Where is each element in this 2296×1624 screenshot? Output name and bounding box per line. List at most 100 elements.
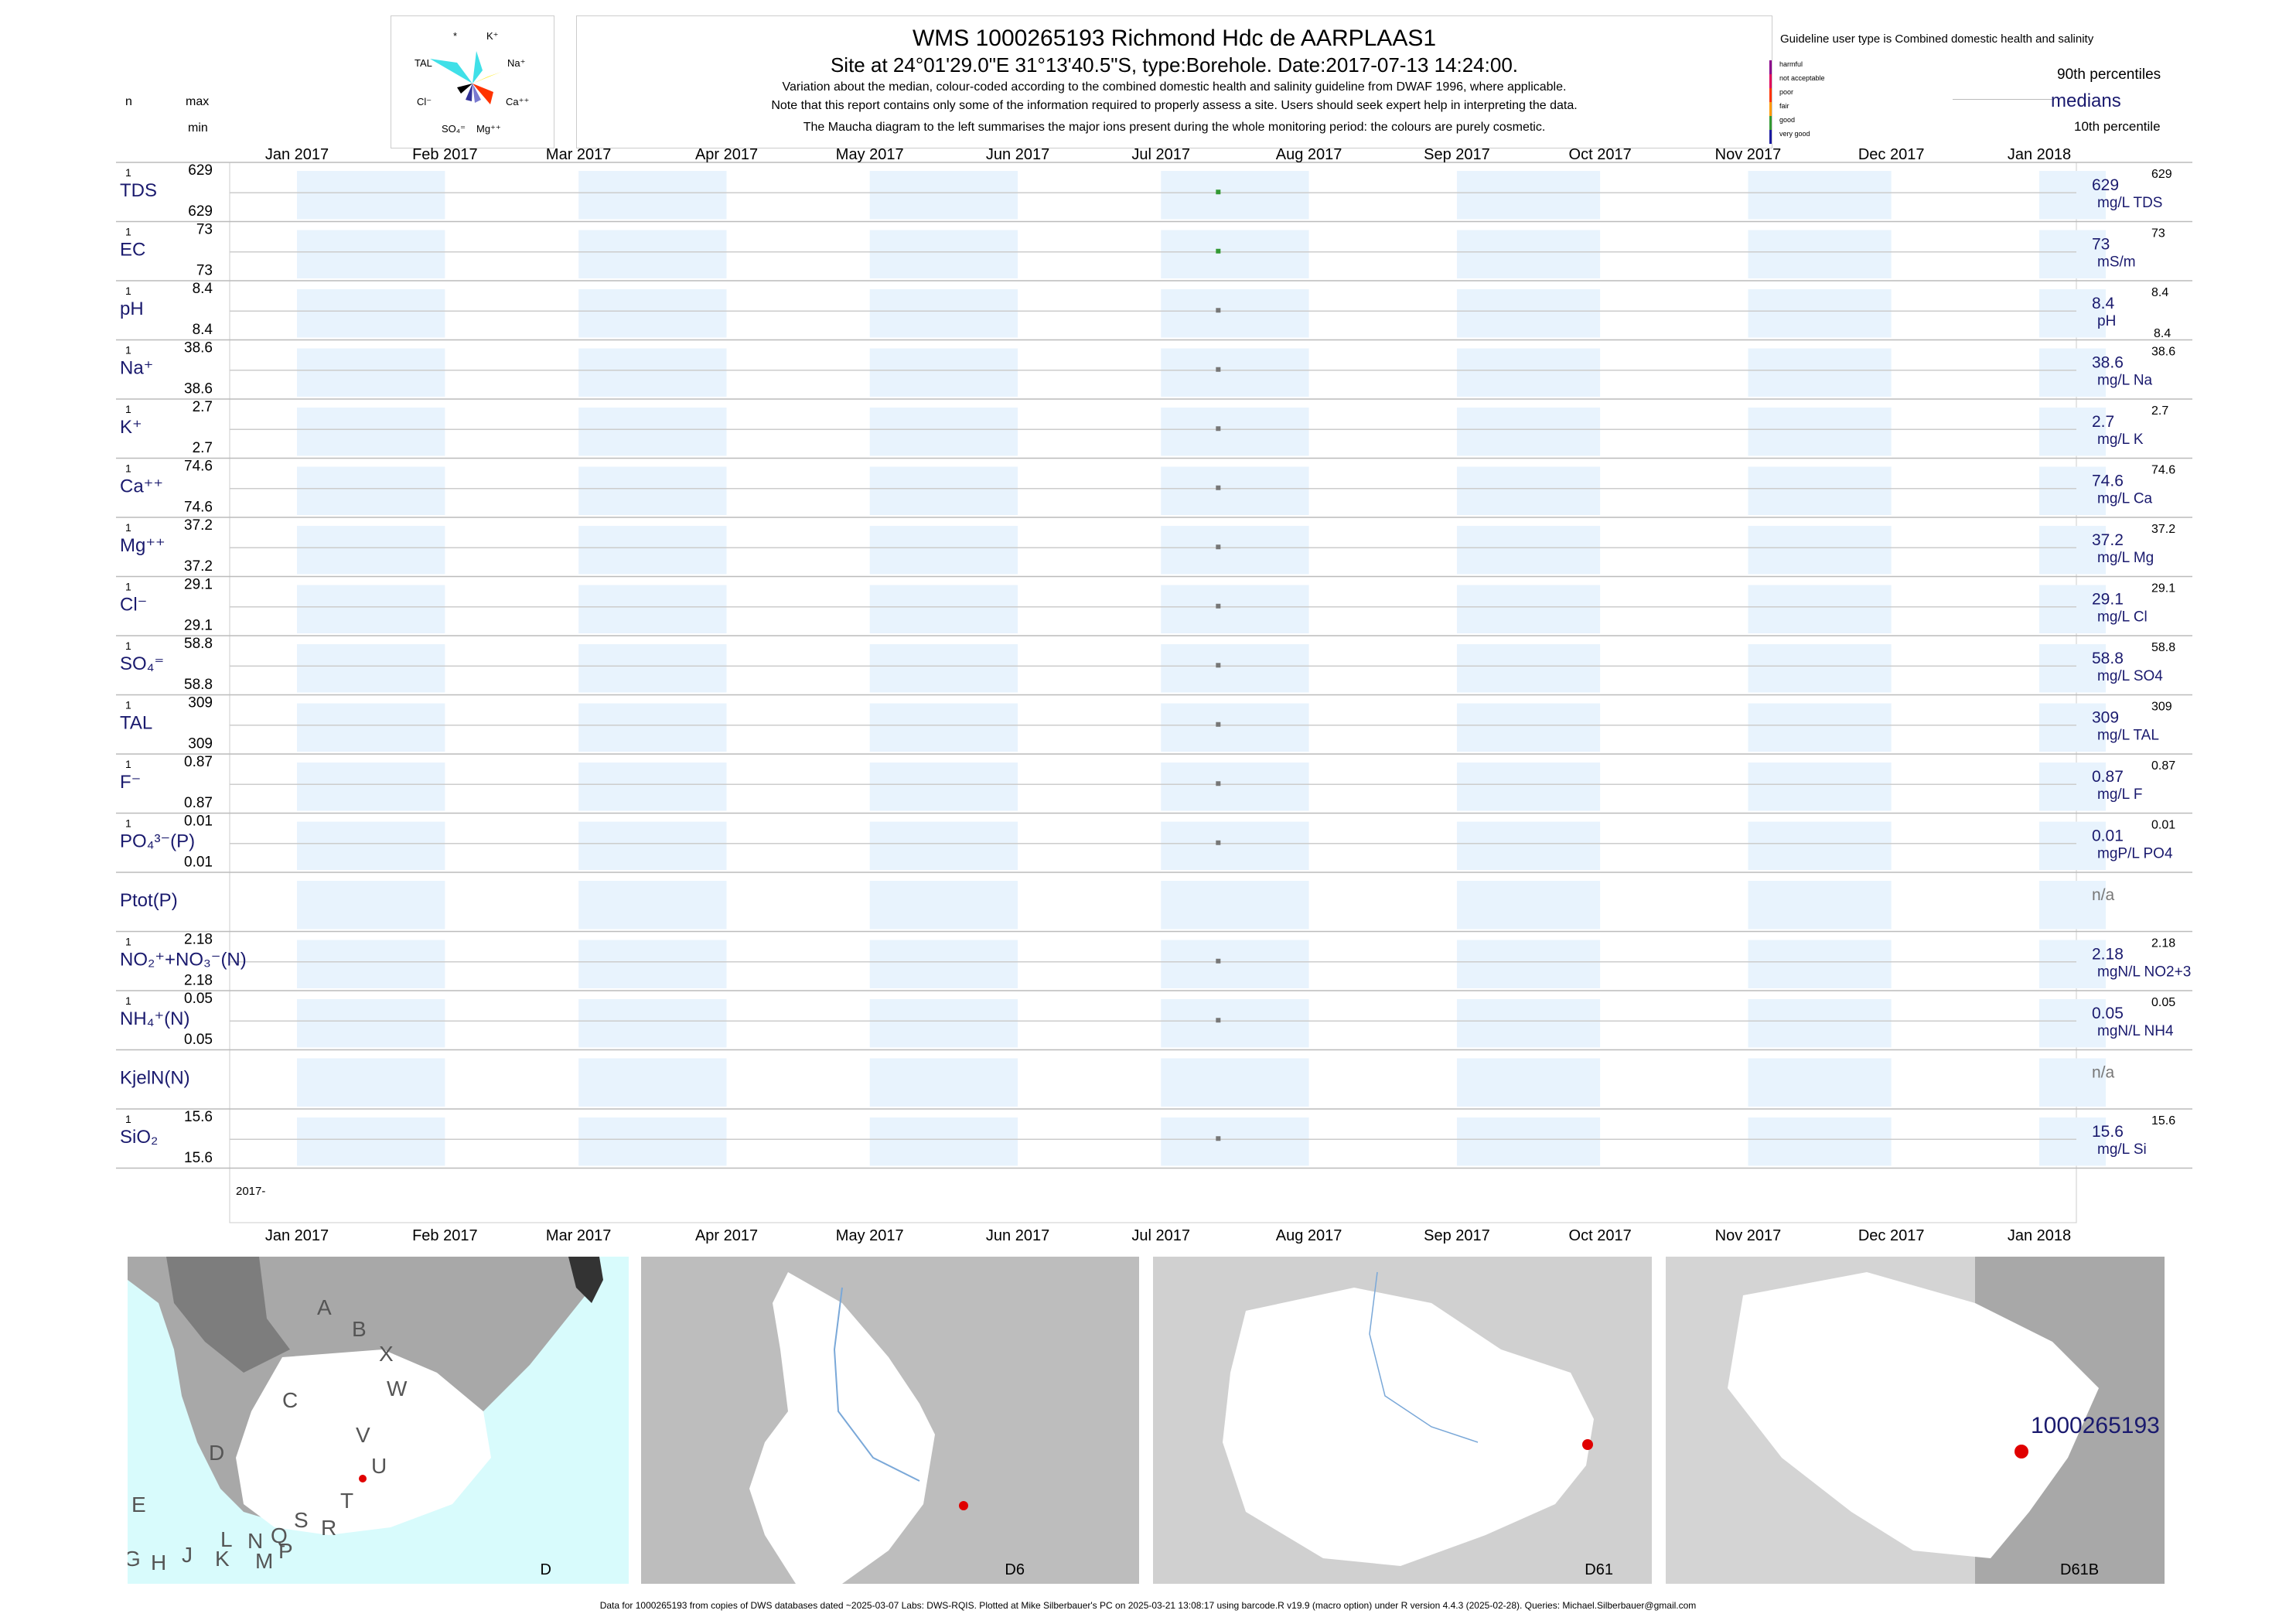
month-band	[1161, 763, 1309, 811]
row-min: 309	[188, 736, 213, 752]
x-tick-label-top: Aug 2017	[1276, 146, 1342, 163]
row-name: Mg⁺⁺	[120, 535, 165, 556]
sample-point	[1216, 840, 1221, 845]
month-band	[1748, 408, 1892, 456]
row-p90: 8.4	[2151, 286, 2168, 299]
page-title: WMS 1000265193 Richmond Hdc de AARPLAAS1	[912, 26, 1437, 51]
month-band	[1456, 585, 1601, 633]
x-tick-label-top: Oct 2017	[1569, 146, 1632, 163]
row-p90: 38.6	[2151, 346, 2175, 359]
row-name: Na⁺	[120, 358, 153, 379]
legend-swatch	[1769, 88, 1772, 102]
row-name: pH	[120, 299, 144, 319]
x-tick-label-top: Sep 2017	[1424, 146, 1490, 163]
row-max: 2.7	[193, 399, 213, 415]
row-unit: mgN/L NH4	[2097, 1023, 2174, 1039]
catchment-letter: R	[321, 1516, 337, 1540]
row-max: 38.6	[184, 340, 213, 357]
month-band	[578, 940, 727, 988]
month-band	[2039, 466, 2106, 515]
month-band	[1456, 703, 1601, 752]
row-median: 58.8	[2092, 650, 2124, 667]
row-unit: mg/L Cl	[2097, 609, 2148, 626]
sample-point	[1216, 544, 1221, 550]
median-line	[1953, 99, 2053, 100]
row-name: NO₂⁺+NO₃⁻(N)	[120, 950, 247, 971]
x-tick-label-top: Jul 2017	[1131, 146, 1190, 163]
month-band	[1161, 289, 1309, 338]
row-max: 2.18	[184, 932, 213, 948]
month-band	[297, 1058, 445, 1107]
x-tick-label-bottom: Mar 2017	[546, 1227, 612, 1244]
note-line-3: The Maucha diagram to the left summarise…	[803, 121, 1546, 134]
row-unit: mg/L TAL	[2097, 728, 2159, 744]
x-tick-label-top: Nov 2017	[1715, 146, 1782, 163]
month-band	[1456, 526, 1601, 575]
month-band	[1748, 644, 1892, 693]
max-header: max	[186, 95, 210, 108]
row-p90: 2.18	[2151, 937, 2175, 950]
month-band	[578, 1117, 727, 1166]
month-band	[2039, 999, 2106, 1048]
row-median: 0.87	[2092, 768, 2124, 786]
month-band	[578, 289, 727, 338]
map-d-svg	[128, 1257, 603, 1535]
month-band	[1456, 644, 1601, 693]
month-band	[1456, 466, 1601, 515]
catchment-letter: T	[340, 1489, 354, 1513]
month-band	[1161, 940, 1309, 988]
catchment-letter: P	[278, 1539, 293, 1563]
month-band	[869, 585, 1018, 633]
sample-point	[1216, 722, 1221, 727]
map-d6-svg	[749, 1272, 968, 1584]
month-band	[2039, 821, 2106, 870]
row-max: 629	[188, 162, 213, 179]
map-d61b: 1000265193 D61B	[1666, 1257, 2165, 1584]
month-band	[869, 230, 1018, 278]
month-band	[1161, 703, 1309, 752]
row-n: 1	[125, 936, 131, 948]
row-max: 15.6	[184, 1109, 213, 1125]
legend-class-label: fair	[1779, 102, 1789, 110]
legend-swatch	[1769, 130, 1772, 144]
row-n: 1	[125, 521, 131, 534]
row-unit: mg/L Si	[2097, 1141, 2147, 1158]
month-band	[1161, 230, 1309, 278]
month-band	[297, 940, 445, 988]
site-marker	[359, 1475, 367, 1482]
month-band	[297, 644, 445, 693]
month-band	[1161, 408, 1309, 456]
row-unit: mg/L TDS	[2097, 195, 2162, 211]
row-n: 1	[125, 699, 131, 711]
row-n: 1	[125, 226, 131, 238]
maucha-label: SO₄⁼	[442, 123, 466, 135]
row-median: n/a	[2092, 1064, 2115, 1082]
row-n: 1	[125, 1113, 131, 1125]
medians-label: medians	[2051, 90, 2121, 111]
month-band	[578, 466, 727, 515]
month-band	[297, 526, 445, 575]
x-tick-label-bottom: May 2017	[836, 1227, 904, 1244]
maucha-svg: * K⁺ TAL Na⁺ Cl⁻ Ca⁺⁺ SO₄⁼ Mg⁺⁺	[415, 30, 529, 135]
legend-class: fair	[1769, 102, 1789, 116]
row-median: n/a	[2092, 886, 2115, 904]
row-p90: 58.8	[2151, 641, 2175, 654]
month-band	[1748, 171, 1892, 220]
maucha-k-wedge	[473, 51, 483, 84]
x-tick-label-bottom: Apr 2017	[695, 1227, 758, 1244]
catchment-letter: A	[317, 1295, 332, 1319]
month-band	[1748, 526, 1892, 575]
row-median: 8.4	[2092, 295, 2115, 312]
maucha-cl-wedge	[457, 84, 473, 94]
x-tick-label-bottom: Jan 2017	[265, 1227, 329, 1244]
month-band	[1748, 585, 1892, 633]
site-marker	[959, 1501, 968, 1510]
row-n: 1	[125, 817, 131, 830]
month-band	[578, 171, 727, 220]
x-tick-label-bottom: Feb 2017	[412, 1227, 478, 1244]
row-unit: mgN/L NO2+3	[2097, 964, 2191, 981]
footer-text: Data for 1000265193 from copies of DWS d…	[599, 1600, 1697, 1611]
month-band	[1456, 821, 1601, 870]
catchment-letter: D	[209, 1441, 225, 1465]
month-band	[578, 881, 727, 930]
